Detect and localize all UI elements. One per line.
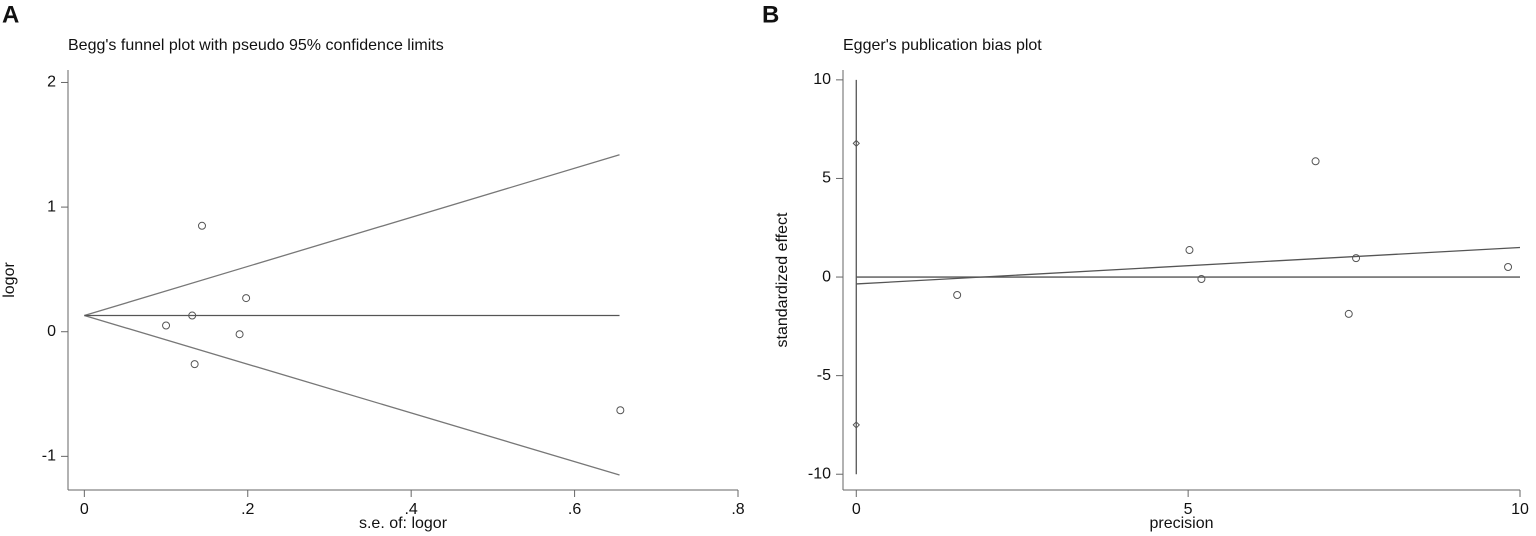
x-tick-label: .8: [731, 501, 744, 518]
y-tick-label: 0: [47, 323, 56, 340]
point: [242, 294, 251, 303]
fit-line: [84, 154, 620, 317]
x-tick-label: 0: [852, 501, 861, 518]
point: [1352, 254, 1361, 263]
point: [616, 406, 625, 415]
x-tick-label: 5: [1184, 501, 1193, 518]
y-axis-label: logor: [1, 262, 18, 298]
point: [1504, 262, 1513, 271]
point: [1344, 309, 1353, 318]
point: [1197, 275, 1206, 284]
point: [852, 421, 860, 429]
chart-title: Egger's publication bias plot: [843, 37, 1042, 54]
chart-title: Begg's funnel plot with pseudo 95% confi…: [68, 37, 444, 54]
point: [235, 330, 244, 339]
x-tick-label: 0: [80, 501, 89, 518]
fit-line: [856, 246, 1521, 285]
x-axis-label: precision: [1149, 515, 1213, 532]
x-tick-label: .6: [568, 501, 581, 518]
x-tick-label: .4: [404, 501, 417, 518]
point: [190, 360, 199, 369]
y-tick-label: 1: [47, 198, 56, 215]
point: [953, 290, 962, 299]
fit-line: [84, 314, 620, 476]
y-tick-label: 5: [822, 170, 831, 187]
point: [198, 221, 206, 230]
y-tick-label: 10: [813, 71, 831, 88]
point: [852, 139, 860, 148]
point: [188, 311, 197, 320]
x-axis-label: s.e. of: logor: [359, 515, 448, 532]
y-tick-label: -10: [808, 465, 831, 482]
point: [162, 321, 171, 330]
panel-label: B: [762, 1, 779, 28]
x-tick-label: 10: [1511, 501, 1529, 518]
point: [1311, 157, 1320, 166]
y-tick-label: -1: [42, 448, 56, 465]
y-axis-label: standardized effect: [774, 212, 791, 347]
point: [1185, 246, 1194, 255]
y-tick-label: 2: [47, 74, 56, 91]
y-tick-label: -5: [817, 367, 831, 384]
x-tick-label: .2: [241, 501, 254, 518]
panel-label: A: [2, 1, 19, 28]
y-tick-label: 0: [822, 268, 831, 285]
